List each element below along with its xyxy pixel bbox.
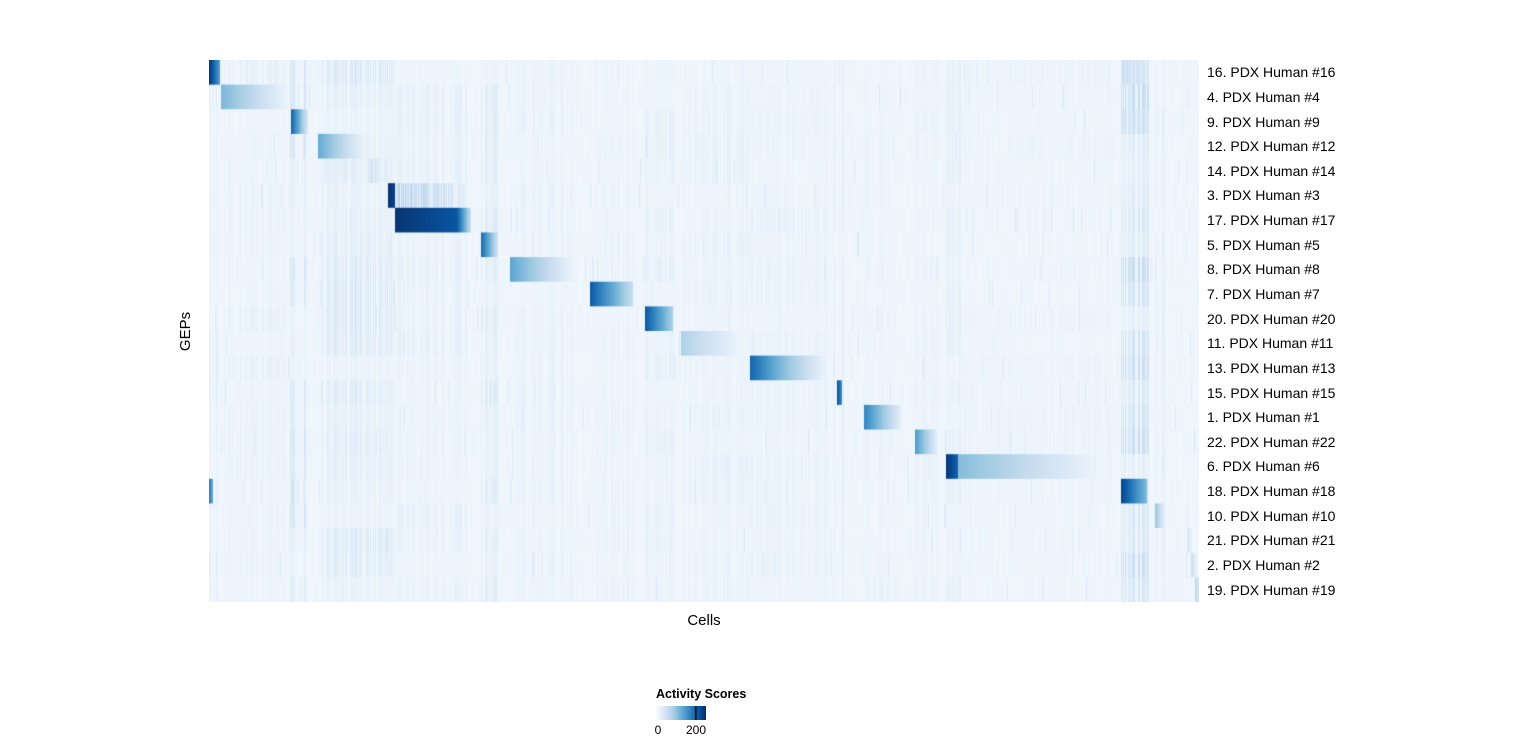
row-label: 17. PDX Human #17 [1207,212,1336,229]
legend: Activity Scores 0 200 [654,687,776,737]
row-label: 2. PDX Human #2 [1207,557,1320,574]
legend-tick-min: 0 [654,723,662,737]
row-label: 11. PDX Human #11 [1207,335,1334,352]
legend-title: Activity Scores [656,687,747,701]
legend-tick-200: 200 [685,723,707,737]
row-label: 4. PDX Human #4 [1207,88,1320,105]
row-label: 5. PDX Human #5 [1207,236,1320,253]
row-label: 9. PDX Human #9 [1207,113,1320,130]
row-label: 22. PDX Human #22 [1207,433,1336,450]
legend-colorbar [656,706,706,720]
row-label: 21. PDX Human #21 [1207,532,1336,549]
row-label: 1. PDX Human #1 [1207,409,1320,426]
row-label: 6. PDX Human #6 [1207,458,1320,475]
row-label: 19. PDX Human #19 [1207,581,1336,598]
row-label: 7. PDX Human #7 [1207,286,1320,303]
row-label: 10. PDX Human #10 [1207,507,1336,524]
x-axis-label: Cells [687,612,721,629]
row-label: 3. PDX Human #3 [1207,187,1320,204]
row-label: 8. PDX Human #8 [1207,261,1320,278]
y-axis-label: GEPs [177,311,195,351]
row-label: 13. PDX Human #13 [1207,359,1336,376]
row-label: 12. PDX Human #12 [1207,138,1336,155]
row-labels: 16. PDX Human #16 4. PDX Human #4 9. PDX H… [1207,60,1377,602]
row-label: 18. PDX Human #18 [1207,483,1336,500]
heatmap-canvas [209,60,1199,602]
row-label: 15. PDX Human #15 [1207,384,1336,401]
row-label: 16. PDX Human #16 [1207,64,1336,81]
row-label: 14. PDX Human #14 [1207,162,1336,179]
legend-ticks: 0 200 [654,723,776,737]
y-axis-label-wrap: GEPs [170,60,202,602]
row-label: 20. PDX Human #20 [1207,310,1336,327]
